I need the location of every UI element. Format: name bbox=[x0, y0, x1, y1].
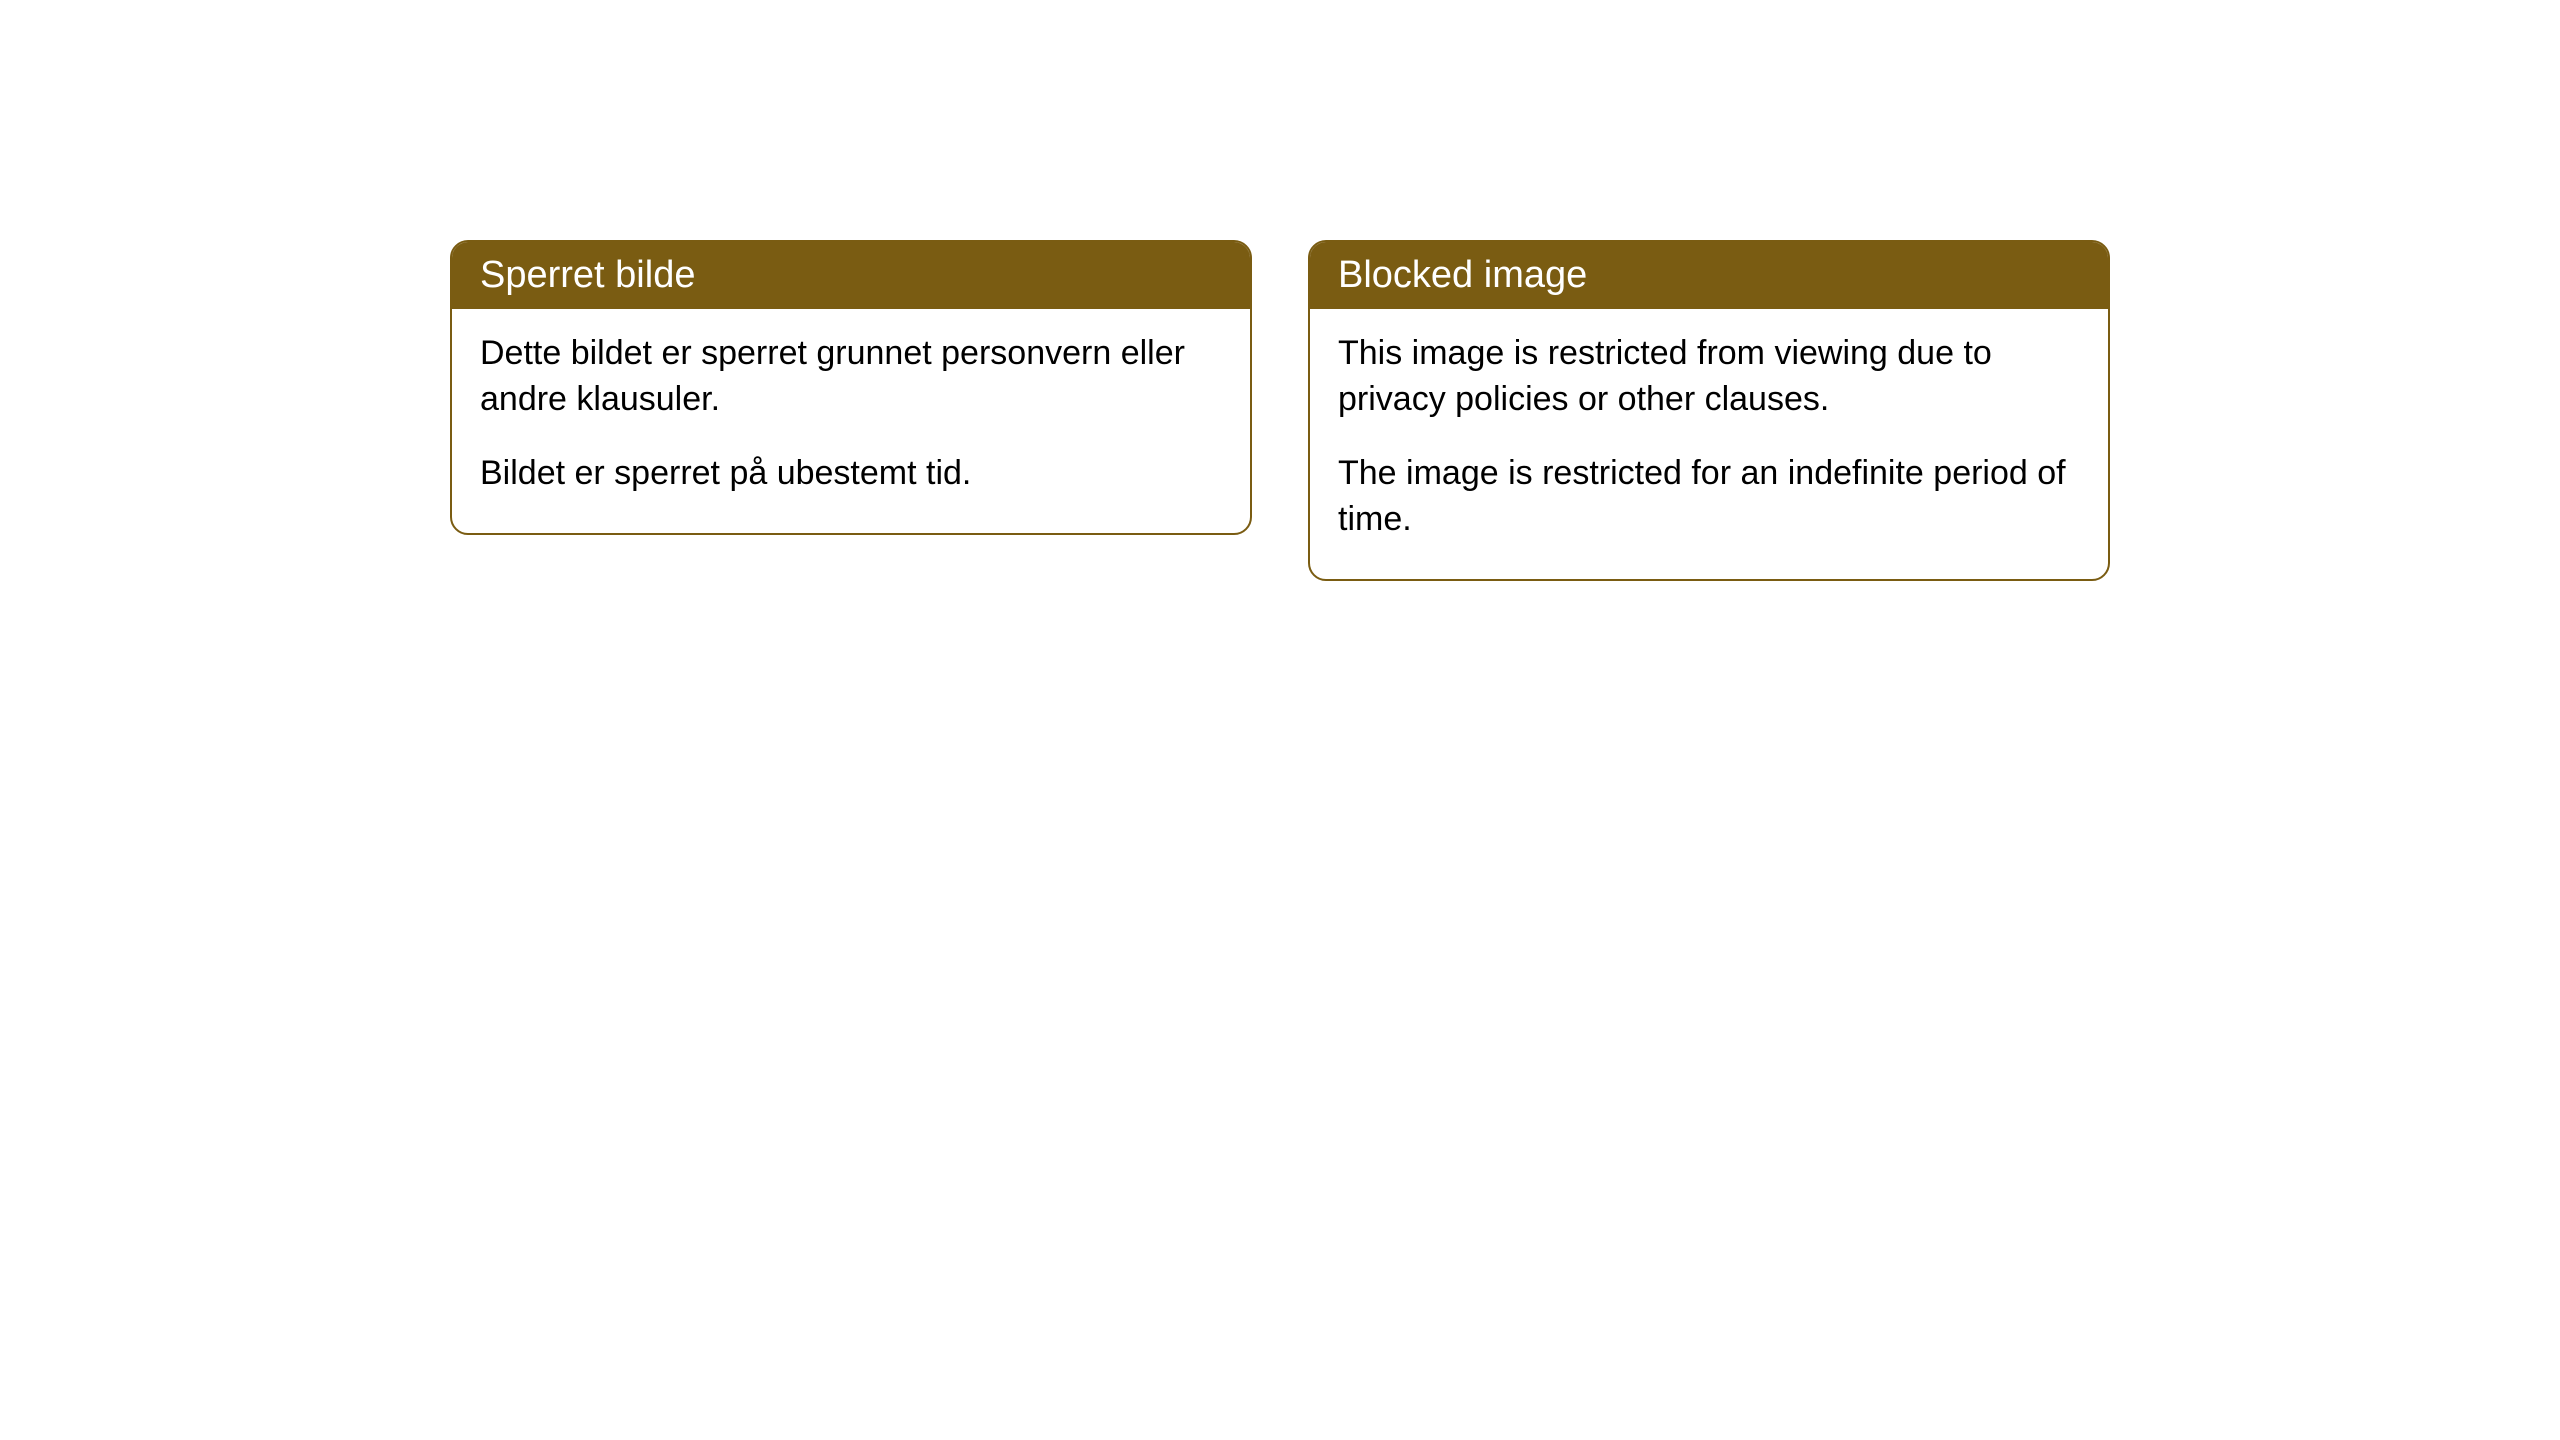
card-paragraph: The image is restricted for an indefinit… bbox=[1338, 451, 2080, 543]
notice-card-english: Blocked image This image is restricted f… bbox=[1308, 240, 2110, 581]
notice-card-norwegian: Sperret bilde Dette bildet er sperret gr… bbox=[450, 240, 1252, 535]
card-header: Sperret bilde bbox=[452, 242, 1250, 309]
card-paragraph: This image is restricted from viewing du… bbox=[1338, 331, 2080, 423]
card-title: Sperret bilde bbox=[480, 254, 695, 296]
card-paragraph: Bildet er sperret på ubestemt tid. bbox=[480, 451, 1222, 497]
card-body: This image is restricted from viewing du… bbox=[1310, 309, 2108, 579]
card-header: Blocked image bbox=[1310, 242, 2108, 309]
card-title: Blocked image bbox=[1338, 254, 1587, 296]
notice-cards-container: Sperret bilde Dette bildet er sperret gr… bbox=[450, 240, 2110, 1440]
card-body: Dette bildet er sperret grunnet personve… bbox=[452, 309, 1250, 533]
card-paragraph: Dette bildet er sperret grunnet personve… bbox=[480, 331, 1222, 423]
